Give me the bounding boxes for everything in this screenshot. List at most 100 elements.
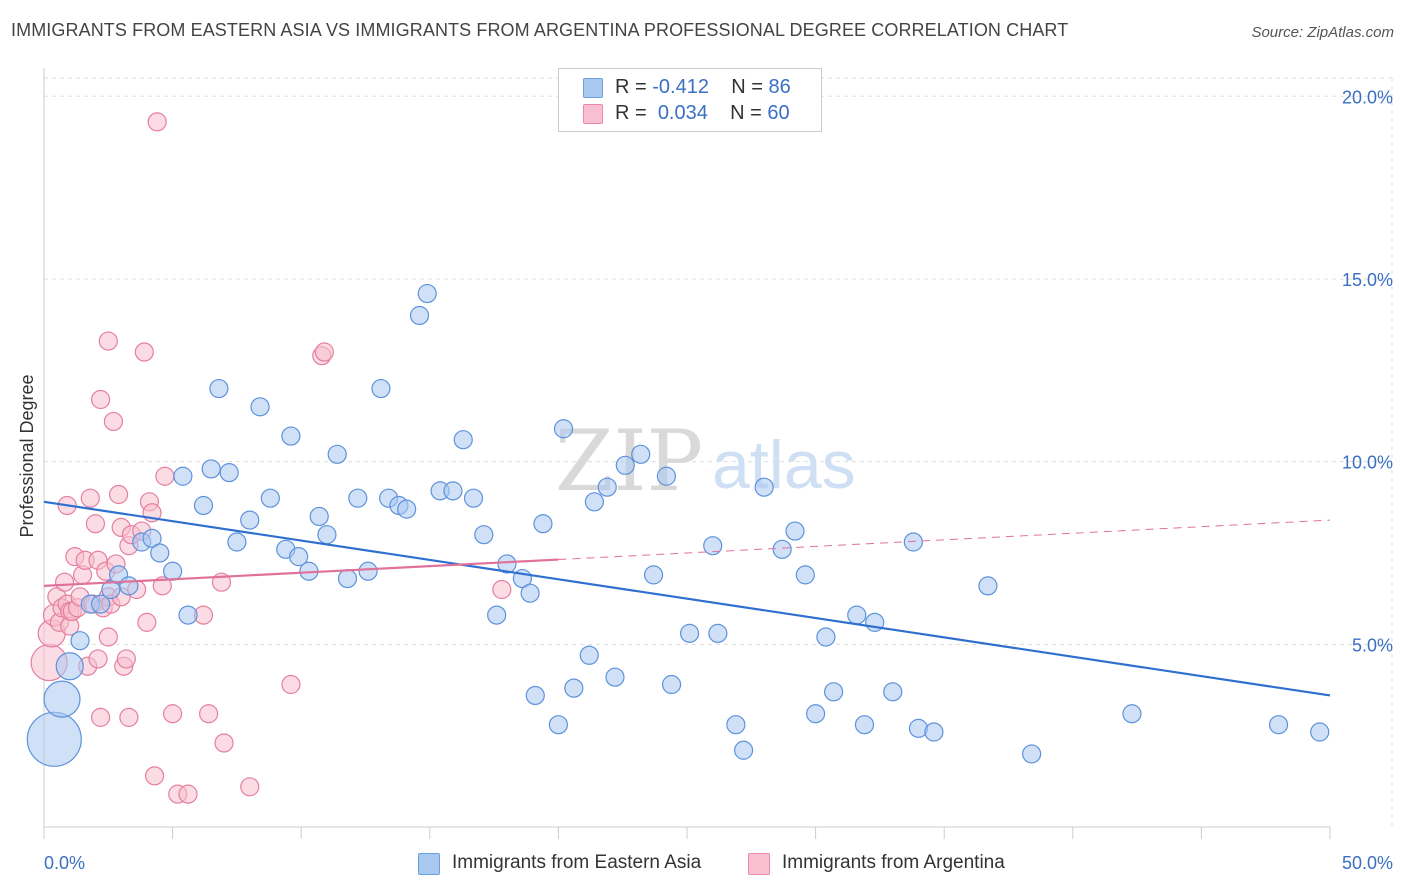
argentina-point (134, 342, 154, 362)
bottom-legend-label-argentina: Immigrants from Argentina (782, 852, 1005, 873)
argentina-point (108, 484, 129, 505)
eastern-asia-point (525, 685, 545, 706)
gridlines (44, 77, 1393, 827)
eastern-asia-point (487, 605, 507, 625)
trend-line-argentina-extension (558, 519, 1331, 561)
eastern-asia-point (903, 532, 923, 552)
argentina-point (314, 342, 334, 362)
eastern-asia-point (193, 495, 214, 516)
legend-r-label: R = (615, 102, 647, 124)
eastern-asia-point (281, 426, 301, 446)
argentina-point (144, 766, 165, 786)
eastern-asia-point (656, 466, 677, 486)
trend-lines (43, 500, 1331, 697)
legend-r-value-argentina: 0.034 (657, 102, 708, 124)
eastern-asia-point (615, 455, 635, 475)
x-tick-label: 50.0% (1342, 853, 1393, 873)
legend-swatch-eastern-asia (583, 78, 603, 98)
watermark-atlas: atlas (712, 427, 856, 503)
eastern-asia-point (348, 488, 368, 508)
eastern-asia-point (327, 444, 347, 464)
eastern-asia-point (178, 605, 198, 625)
eastern-asia-point (1122, 704, 1142, 724)
chart-title: IMMIGRANTS FROM EASTERN ASIA VS IMMIGRAN… (11, 20, 1069, 40)
eastern-asia-point (70, 631, 90, 651)
eastern-asia-point (309, 506, 329, 527)
eastern-asia-point (805, 704, 826, 724)
eastern-asia-point (754, 477, 774, 497)
eastern-asia-point (579, 645, 599, 665)
eastern-asia-point (453, 430, 473, 450)
source-credit: Source: ZipAtlas.com (1251, 24, 1394, 41)
series-argentina-points (30, 112, 512, 804)
legend-n-label: N = (731, 76, 763, 98)
eastern-asia-point (250, 397, 270, 417)
eastern-asia-point (883, 682, 903, 702)
eastern-asia-point (847, 605, 867, 625)
eastern-asia-point (1268, 715, 1289, 735)
eastern-asia-point (219, 462, 239, 483)
bottom-legend-label-eastern-asia: Immigrants from Eastern Asia (452, 852, 702, 873)
eastern-asia-point (548, 715, 569, 735)
eastern-asia-point (443, 481, 463, 501)
argentina-point (152, 576, 172, 596)
eastern-asia-point (631, 444, 651, 464)
eastern-asia-point (703, 536, 723, 556)
trend-line-eastern-asia (43, 500, 1331, 697)
eastern-asia-point (317, 525, 337, 545)
legend-r-value-eastern-asia: -0.412 (652, 76, 709, 98)
eastern-asia-point (733, 740, 754, 760)
eastern-asia-point (201, 459, 221, 479)
argentina-point (98, 627, 118, 647)
series-eastern-asia-points (26, 283, 1330, 767)
argentina-point (281, 674, 301, 695)
eastern-asia-point (924, 722, 944, 742)
y-tick-label: 20.0% (1342, 87, 1393, 107)
eastern-asia-point (371, 378, 391, 399)
argentina-point (178, 784, 198, 804)
eastern-asia-point (661, 674, 682, 695)
eastern-asia-point (90, 594, 111, 614)
argentina-point (155, 466, 175, 486)
eastern-asia-point (726, 715, 746, 735)
y-tick-label: 10.0% (1342, 453, 1393, 473)
eastern-asia-point (260, 488, 280, 508)
eastern-asia-point (679, 623, 700, 643)
eastern-asia-point (785, 521, 805, 541)
argentina-point (80, 488, 100, 508)
argentina-point (85, 514, 106, 534)
eastern-asia-point (597, 477, 617, 497)
eastern-asia-point (43, 680, 81, 718)
eastern-asia-point (795, 565, 815, 585)
eastern-asia-point (358, 561, 378, 581)
eastern-asia-point (173, 466, 193, 486)
argentina-point (54, 572, 75, 592)
eastern-asia-point (564, 678, 584, 698)
argentina-point (103, 411, 124, 432)
eastern-asia-point (497, 554, 517, 574)
eastern-asia-point (417, 283, 437, 304)
argentina-point (137, 612, 157, 632)
eastern-asia-point (1310, 722, 1330, 742)
eastern-asia-point (533, 514, 553, 534)
argentina-point (88, 649, 108, 669)
argentina-point (90, 389, 111, 410)
eastern-asia-point (605, 667, 625, 687)
eastern-asia-point (584, 492, 605, 512)
x-tick-label: 0.0% (44, 853, 85, 873)
eastern-asia-point (397, 499, 417, 519)
eastern-asia-point (240, 510, 260, 530)
argentina-point (492, 579, 512, 600)
eastern-asia-point (55, 652, 84, 681)
y-tick-label: 15.0% (1342, 270, 1393, 290)
eastern-asia-point (520, 583, 540, 603)
y-tick-label: 5.0% (1352, 635, 1393, 655)
eastern-asia-point (209, 378, 229, 399)
eastern-asia-point (337, 568, 358, 589)
bottom-legend-swatch-eastern-asia (418, 853, 440, 875)
argentina-point (116, 649, 136, 669)
eastern-asia-point (409, 305, 430, 326)
eastern-asia-point (474, 525, 494, 545)
legend-n-value-argentina: 60 (767, 102, 790, 124)
